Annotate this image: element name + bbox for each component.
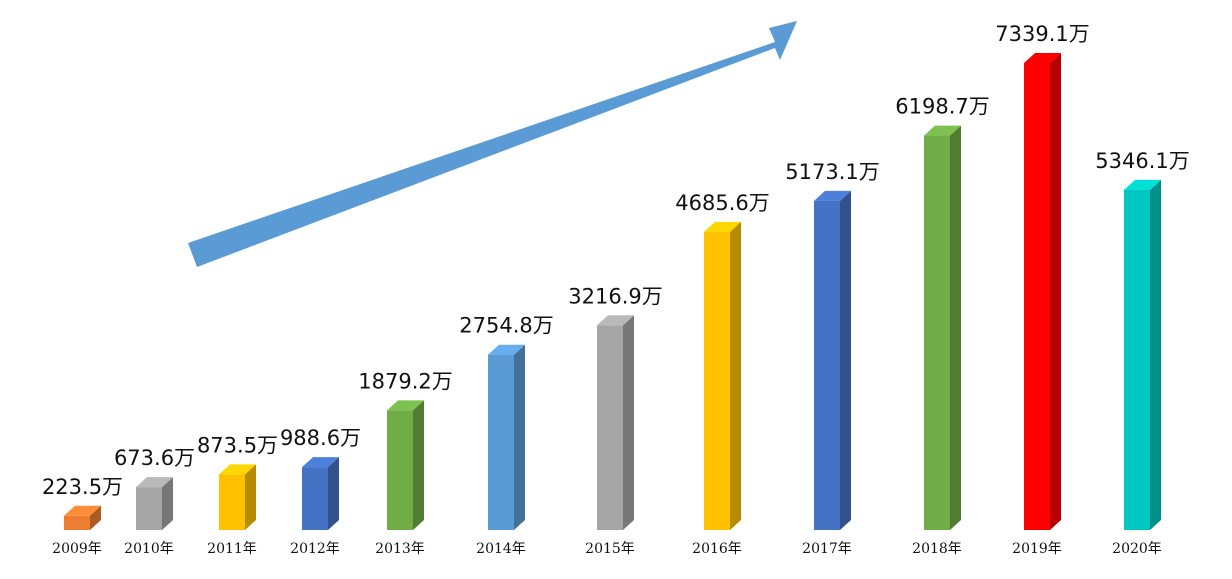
bar-side [1150,179,1161,530]
bar-front [219,474,245,530]
category-labels-group: 2009年 2010年 2011年 2012年 2013年 2014年 2015年 2016年… [52,541,1162,557]
category-label: 2015年 [585,541,635,557]
value-label: 223.5万 [42,475,123,499]
value-label: 5346.1万 [1095,149,1189,173]
bar-top [302,457,339,468]
value-label: 5173.1万 [785,160,879,184]
value-label: 7339.1万 [995,22,1089,46]
bar-side [950,125,961,531]
category-label: 2017年 [802,541,852,557]
bar-top [488,344,525,355]
bar-2013年 [387,400,424,530]
bar-front [1024,63,1050,530]
bar-front [136,487,162,530]
category-label: 2014年 [476,541,526,557]
bar-top [136,477,173,488]
bar-2011年 [219,464,256,530]
value-label: 1879.2万 [358,369,452,393]
bar-2019年 [1024,53,1061,530]
bar-front [488,354,514,530]
bar-2010年 [136,477,173,530]
bar-2016年 [704,221,741,530]
bar-2020年 [1124,179,1161,530]
category-label: 2013年 [375,541,425,557]
bar-side [90,505,101,530]
bar-side [328,457,339,530]
value-label: 873.5万 [197,433,278,457]
bar-front [814,200,840,531]
bar-2014年 [488,344,525,530]
bar-2012年 [302,457,339,530]
category-label: 2012年 [290,541,340,557]
bar-top [924,125,961,136]
bar-2009年 [64,505,101,530]
bar-side [623,315,634,530]
bar-top [387,400,424,411]
bar-front [302,467,328,530]
bar-top [1124,179,1161,190]
bar-side [730,221,741,530]
category-label: 2010年 [124,541,174,557]
category-label: 2011年 [207,541,257,557]
bar-2015年 [597,315,634,530]
value-label: 6198.7万 [895,95,989,119]
bar-top [704,221,741,232]
bar-front [597,325,623,530]
bar-top [814,190,851,201]
value-label: 4685.6万 [675,191,769,215]
value-label: 673.6万 [114,446,195,470]
bar-front [1124,189,1150,530]
bar-front [704,231,730,530]
value-label: 988.6万 [280,426,361,450]
category-label: 2019年 [1012,541,1062,557]
bar-side [840,190,851,531]
bar-top [597,315,634,326]
bar-side [1050,53,1061,530]
bar-top [1024,53,1061,63]
bar-top [219,464,256,475]
bar-front [924,135,950,531]
bar-front [387,410,413,530]
bar-side [514,344,525,530]
bar-2017年 [814,190,851,531]
category-label: 2020年 [1112,541,1162,557]
value-label: 2754.8万 [459,314,553,338]
value-label: 3216.9万 [568,284,662,308]
category-label: 2009年 [52,541,102,557]
bars-group [64,53,1161,531]
bar-side [245,464,256,530]
trend-arrow [188,21,797,267]
bar-side [162,477,173,530]
category-label: 2016年 [692,541,742,557]
bar-2018年 [924,125,961,531]
bar-side [413,400,424,530]
category-label: 2018年 [912,541,962,557]
bar-front [64,515,90,530]
bar-top [64,505,101,516]
